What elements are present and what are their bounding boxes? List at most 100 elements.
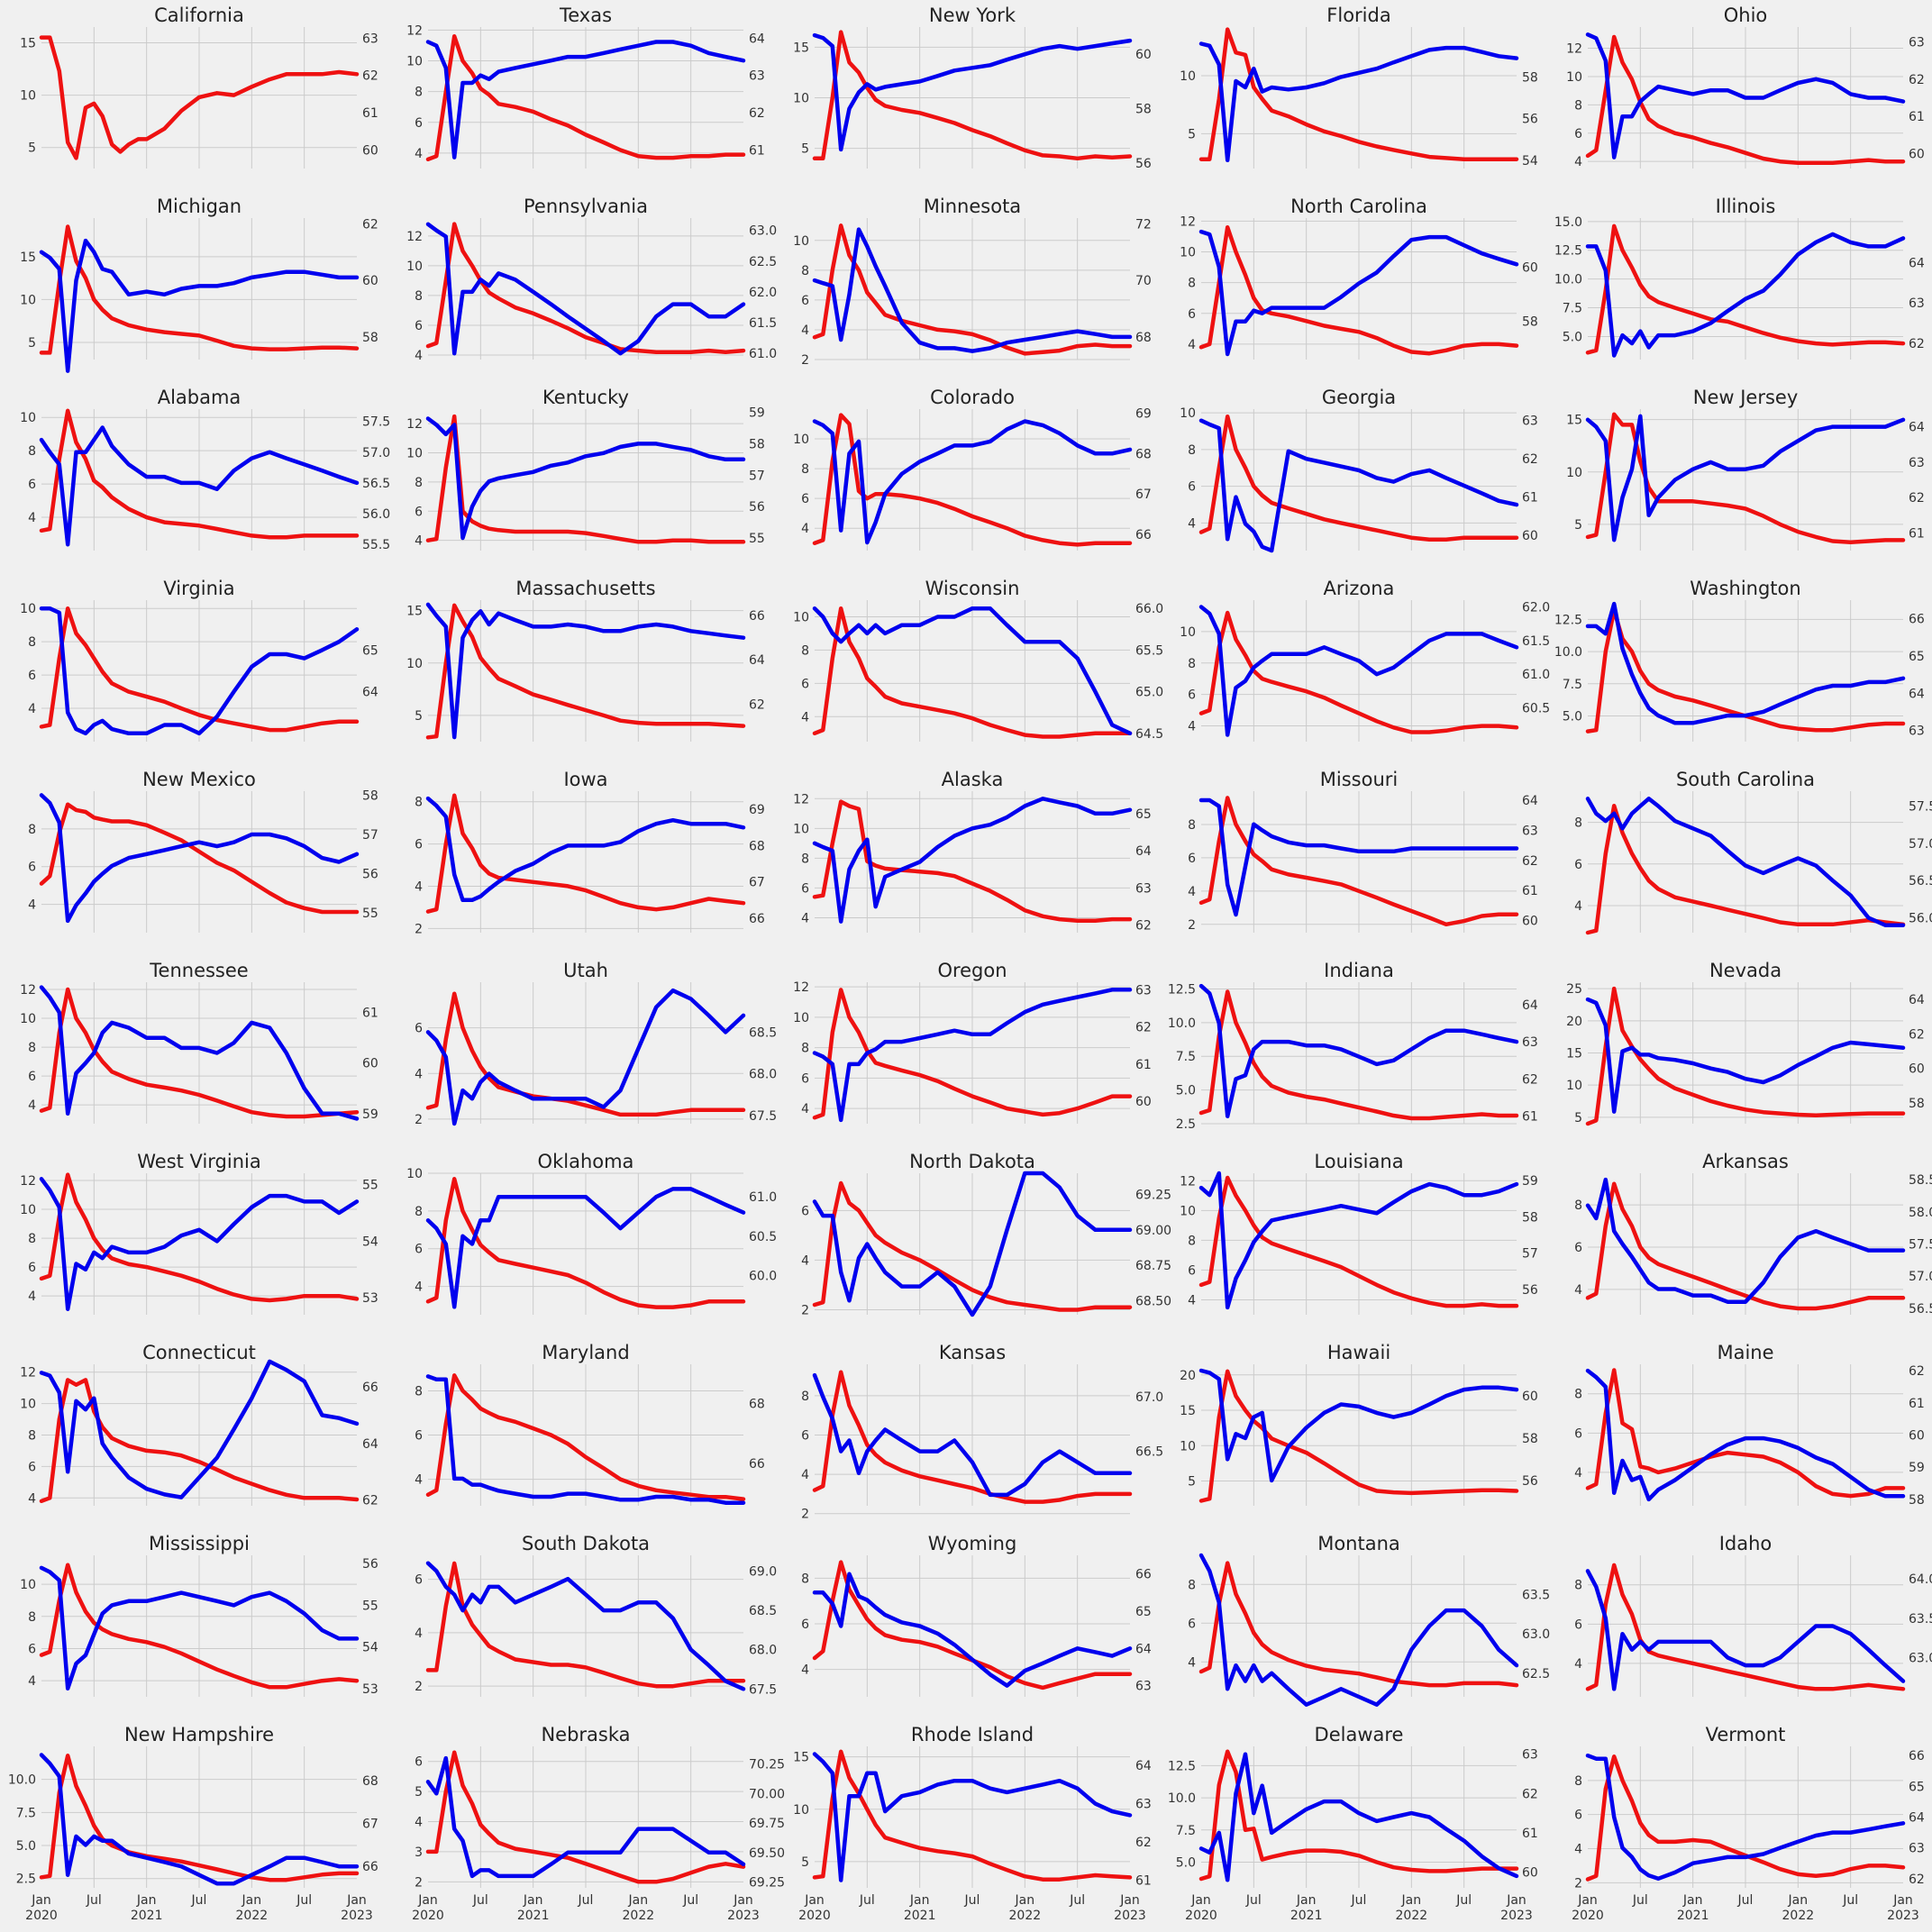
right-tick-label: 60 — [362, 274, 378, 288]
right-tick-label: 63 — [1522, 1035, 1538, 1050]
left-tick-label: 4 — [1574, 155, 1582, 169]
x-tick-label: 2022 — [1782, 1909, 1815, 1923]
right-tick-label: 56.0 — [1909, 911, 1932, 925]
x-tick-label: 2020 — [25, 1909, 58, 1923]
right-tick-label: 61 — [362, 106, 378, 121]
left-tick-label: 6 — [415, 1429, 423, 1444]
left-tick-label: 4 — [28, 1674, 36, 1689]
left-tick-label: 8 — [1574, 98, 1582, 113]
left-tick-label: 8 — [1188, 277, 1196, 291]
panel-ohio: Ohio 4 6 8 10 12 60 61 62 63 — [1566, 5, 1925, 169]
x-tick-label: 2023 — [1114, 1909, 1146, 1923]
left-tick-label: 15 — [793, 41, 809, 55]
x-tick-label: 2020 — [412, 1909, 444, 1923]
right-tick-label: 62 — [1522, 452, 1538, 467]
left-tick-label: 4 — [1188, 516, 1196, 531]
right-tick-label: 62 — [1909, 491, 1925, 506]
panel-title-minnesota: Minnesota — [924, 196, 1021, 217]
right-tick-label: 65 — [1909, 1780, 1925, 1794]
right-tick-label: 67 — [1135, 488, 1152, 502]
left-tick-label: 15 — [1566, 414, 1582, 428]
left-tick-label: 6 — [415, 319, 423, 333]
x-tick-label: 2022 — [1009, 1909, 1042, 1923]
right-tick-label: 64 — [1909, 256, 1925, 270]
left-tick-label: 4 — [28, 1290, 36, 1304]
right-tick-label: 64 — [1909, 421, 1925, 435]
series-line-right-axis — [39, 1177, 360, 1311]
left-tick-label: 8 — [801, 462, 809, 477]
left-tick-label: 10 — [793, 234, 809, 249]
left-tick-label: 6 — [28, 861, 36, 875]
left-tick-label: 12 — [1180, 214, 1196, 229]
panel-oregon: Oregon 4 6 8 10 12 60 61 62 63 — [793, 960, 1152, 1124]
right-tick-label: 62 — [749, 697, 765, 712]
right-tick-label: 72 — [1135, 217, 1152, 232]
right-tick-label: 57 — [362, 828, 378, 843]
left-tick-label: 4 — [415, 1067, 423, 1081]
panel-title-virginia: Virginia — [163, 578, 234, 599]
x-tick-label: 2022 — [236, 1909, 269, 1923]
right-tick-label: 63 — [1909, 36, 1925, 50]
x-tick-label: Jul — [1245, 1893, 1262, 1908]
panel-title-alabama: Alabama — [158, 387, 242, 408]
panel-title-delaware: Delaware — [1315, 1724, 1404, 1745]
panel-wisconsin: Wisconsin 4 6 8 10 64.5 65.0 65.5 66.0 — [793, 578, 1163, 742]
panel-title-kentucky: Kentucky — [542, 387, 629, 408]
panel-south-carolina: South Carolina 4 6 8 56.0 56.5 57.0 57.5 — [1574, 769, 1932, 935]
left-tick-label: 6 — [801, 1429, 809, 1444]
right-tick-label: 68.0 — [749, 1068, 777, 1082]
left-tick-label: 6 — [415, 1755, 423, 1770]
left-tick-label: 5.0 — [1176, 1084, 1196, 1098]
left-tick-label: 8 — [801, 1572, 809, 1586]
left-tick-label: 8 — [1188, 1234, 1196, 1248]
left-tick-label: 6 — [801, 294, 809, 308]
left-tick-label: 10 — [793, 1011, 809, 1025]
left-tick-label: 6 — [28, 1642, 36, 1656]
right-tick-label: 65 — [1135, 1605, 1152, 1619]
right-tick-label: 66.0 — [1135, 602, 1163, 616]
series-line-left-axis — [39, 224, 360, 355]
panel-title-kansas: Kansas — [939, 1342, 1006, 1363]
left-tick-label: 6 — [1188, 1617, 1196, 1631]
right-tick-label: 56 — [362, 1557, 378, 1572]
right-tick-label: 61 — [1909, 110, 1925, 124]
right-tick-label: 67.5 — [749, 1682, 777, 1697]
right-tick-label: 62.0 — [749, 286, 777, 300]
left-tick-label: 12 — [793, 792, 809, 807]
right-tick-label: 58.0 — [1909, 1206, 1932, 1220]
left-tick-label: 6 — [1574, 858, 1582, 872]
series-line-right-axis — [39, 1359, 360, 1499]
right-tick-label: 60 — [362, 143, 378, 158]
right-tick-label: 62 — [1522, 854, 1538, 869]
right-tick-label: 63 — [362, 32, 378, 46]
left-tick-label: 4 — [415, 349, 423, 363]
right-tick-label: 59 — [749, 406, 765, 420]
right-tick-label: 68.5 — [749, 1604, 777, 1618]
series-line-left-axis — [1198, 796, 1519, 927]
left-tick-label: 8 — [415, 1384, 423, 1399]
left-tick-label: 6 — [415, 505, 423, 519]
right-tick-label: 63 — [1522, 1748, 1538, 1763]
x-tick-label: 2021 — [904, 1909, 936, 1923]
left-tick-label: 12 — [406, 23, 423, 38]
panel-title-south-dakota: South Dakota — [522, 1533, 650, 1554]
x-tick-label: 2023 — [341, 1909, 373, 1923]
left-tick-label: 6 — [28, 669, 36, 683]
right-tick-label: 56 — [362, 868, 378, 882]
panel-tennessee: Tennessee 4 6 8 10 12 59 60 61 — [20, 960, 378, 1124]
panel-title-oklahoma: Oklahoma — [538, 1151, 634, 1172]
right-tick-label: 65 — [1135, 807, 1152, 822]
panel-title-mississippi: Mississippi — [149, 1533, 250, 1554]
left-tick-label: 6 — [28, 1460, 36, 1474]
right-tick-label: 57.5 — [1909, 1238, 1932, 1253]
x-tick-label: Jan — [1015, 1893, 1035, 1908]
left-tick-label: 8 — [28, 444, 36, 459]
series-line-left-axis — [812, 799, 1133, 924]
right-tick-label: 67 — [362, 1818, 378, 1832]
x-tick-label: 2021 — [131, 1909, 163, 1923]
right-tick-label: 56.5 — [1909, 874, 1932, 889]
panel-west-virginia: West Virginia 4 6 8 10 12 53 54 55 — [20, 1151, 378, 1315]
x-tick-label: Jan — [909, 1893, 930, 1908]
left-tick-label: 8 — [415, 289, 423, 304]
panel-title-florida: Florida — [1326, 5, 1390, 26]
